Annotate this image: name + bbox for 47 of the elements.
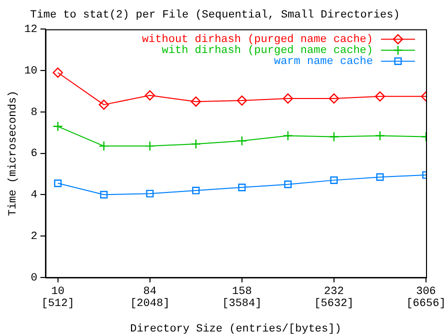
point <box>328 132 340 142</box>
x-tick-label: 232 <box>324 286 344 298</box>
y-tick-label: 10 <box>24 65 38 78</box>
y-tick-label: 0 <box>30 272 38 284</box>
text: [3584] <box>222 298 262 310</box>
point <box>374 130 386 141</box>
point <box>328 93 340 104</box>
point <box>192 186 200 194</box>
y-axis-title: Time (microseconds) <box>8 90 20 216</box>
y-tick-label: 12 <box>24 24 38 36</box>
x-tick-label: 84 <box>143 286 157 298</box>
point <box>236 95 248 106</box>
point <box>100 190 108 198</box>
text: [6656] <box>406 298 446 310</box>
point <box>284 180 292 188</box>
text: [2048] <box>130 298 170 310</box>
point <box>52 121 63 132</box>
point <box>54 180 62 188</box>
x-tick-label: 306 <box>416 286 436 298</box>
chart-title: Time to stat(2) per File (Sequential, Small Directories) <box>30 10 400 22</box>
point <box>190 96 201 107</box>
point <box>144 140 155 152</box>
x-axis-title: Directory Size (entries/[bytes]) <box>130 323 342 336</box>
legend-label: without dirhash (purged name cache) <box>142 34 373 46</box>
point <box>376 173 384 181</box>
text: [512] <box>41 298 74 310</box>
point <box>282 130 294 141</box>
point <box>238 184 246 192</box>
legend-label: with dirhash (purged name cache) <box>162 45 373 58</box>
y-tick-label: 4 <box>30 190 38 202</box>
y-tick-label: 2 <box>30 230 38 243</box>
legend-label: warm name cache <box>274 56 373 68</box>
y-tick-label: 6 <box>30 148 38 160</box>
point <box>98 140 109 152</box>
point <box>236 136 248 146</box>
y-tick-label: 8 <box>30 106 38 119</box>
point <box>282 93 294 104</box>
point <box>146 190 154 198</box>
point <box>330 176 338 184</box>
x-tick-label: 158 <box>232 286 252 298</box>
point <box>52 68 63 78</box>
x-tick-label: 10 <box>51 286 64 298</box>
point <box>144 90 155 100</box>
point <box>98 100 109 110</box>
point <box>374 91 386 102</box>
text: [5632] <box>314 298 354 310</box>
point <box>190 138 201 150</box>
